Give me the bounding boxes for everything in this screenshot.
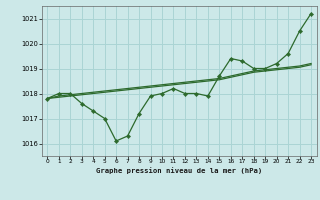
X-axis label: Graphe pression niveau de la mer (hPa): Graphe pression niveau de la mer (hPa) bbox=[96, 167, 262, 174]
